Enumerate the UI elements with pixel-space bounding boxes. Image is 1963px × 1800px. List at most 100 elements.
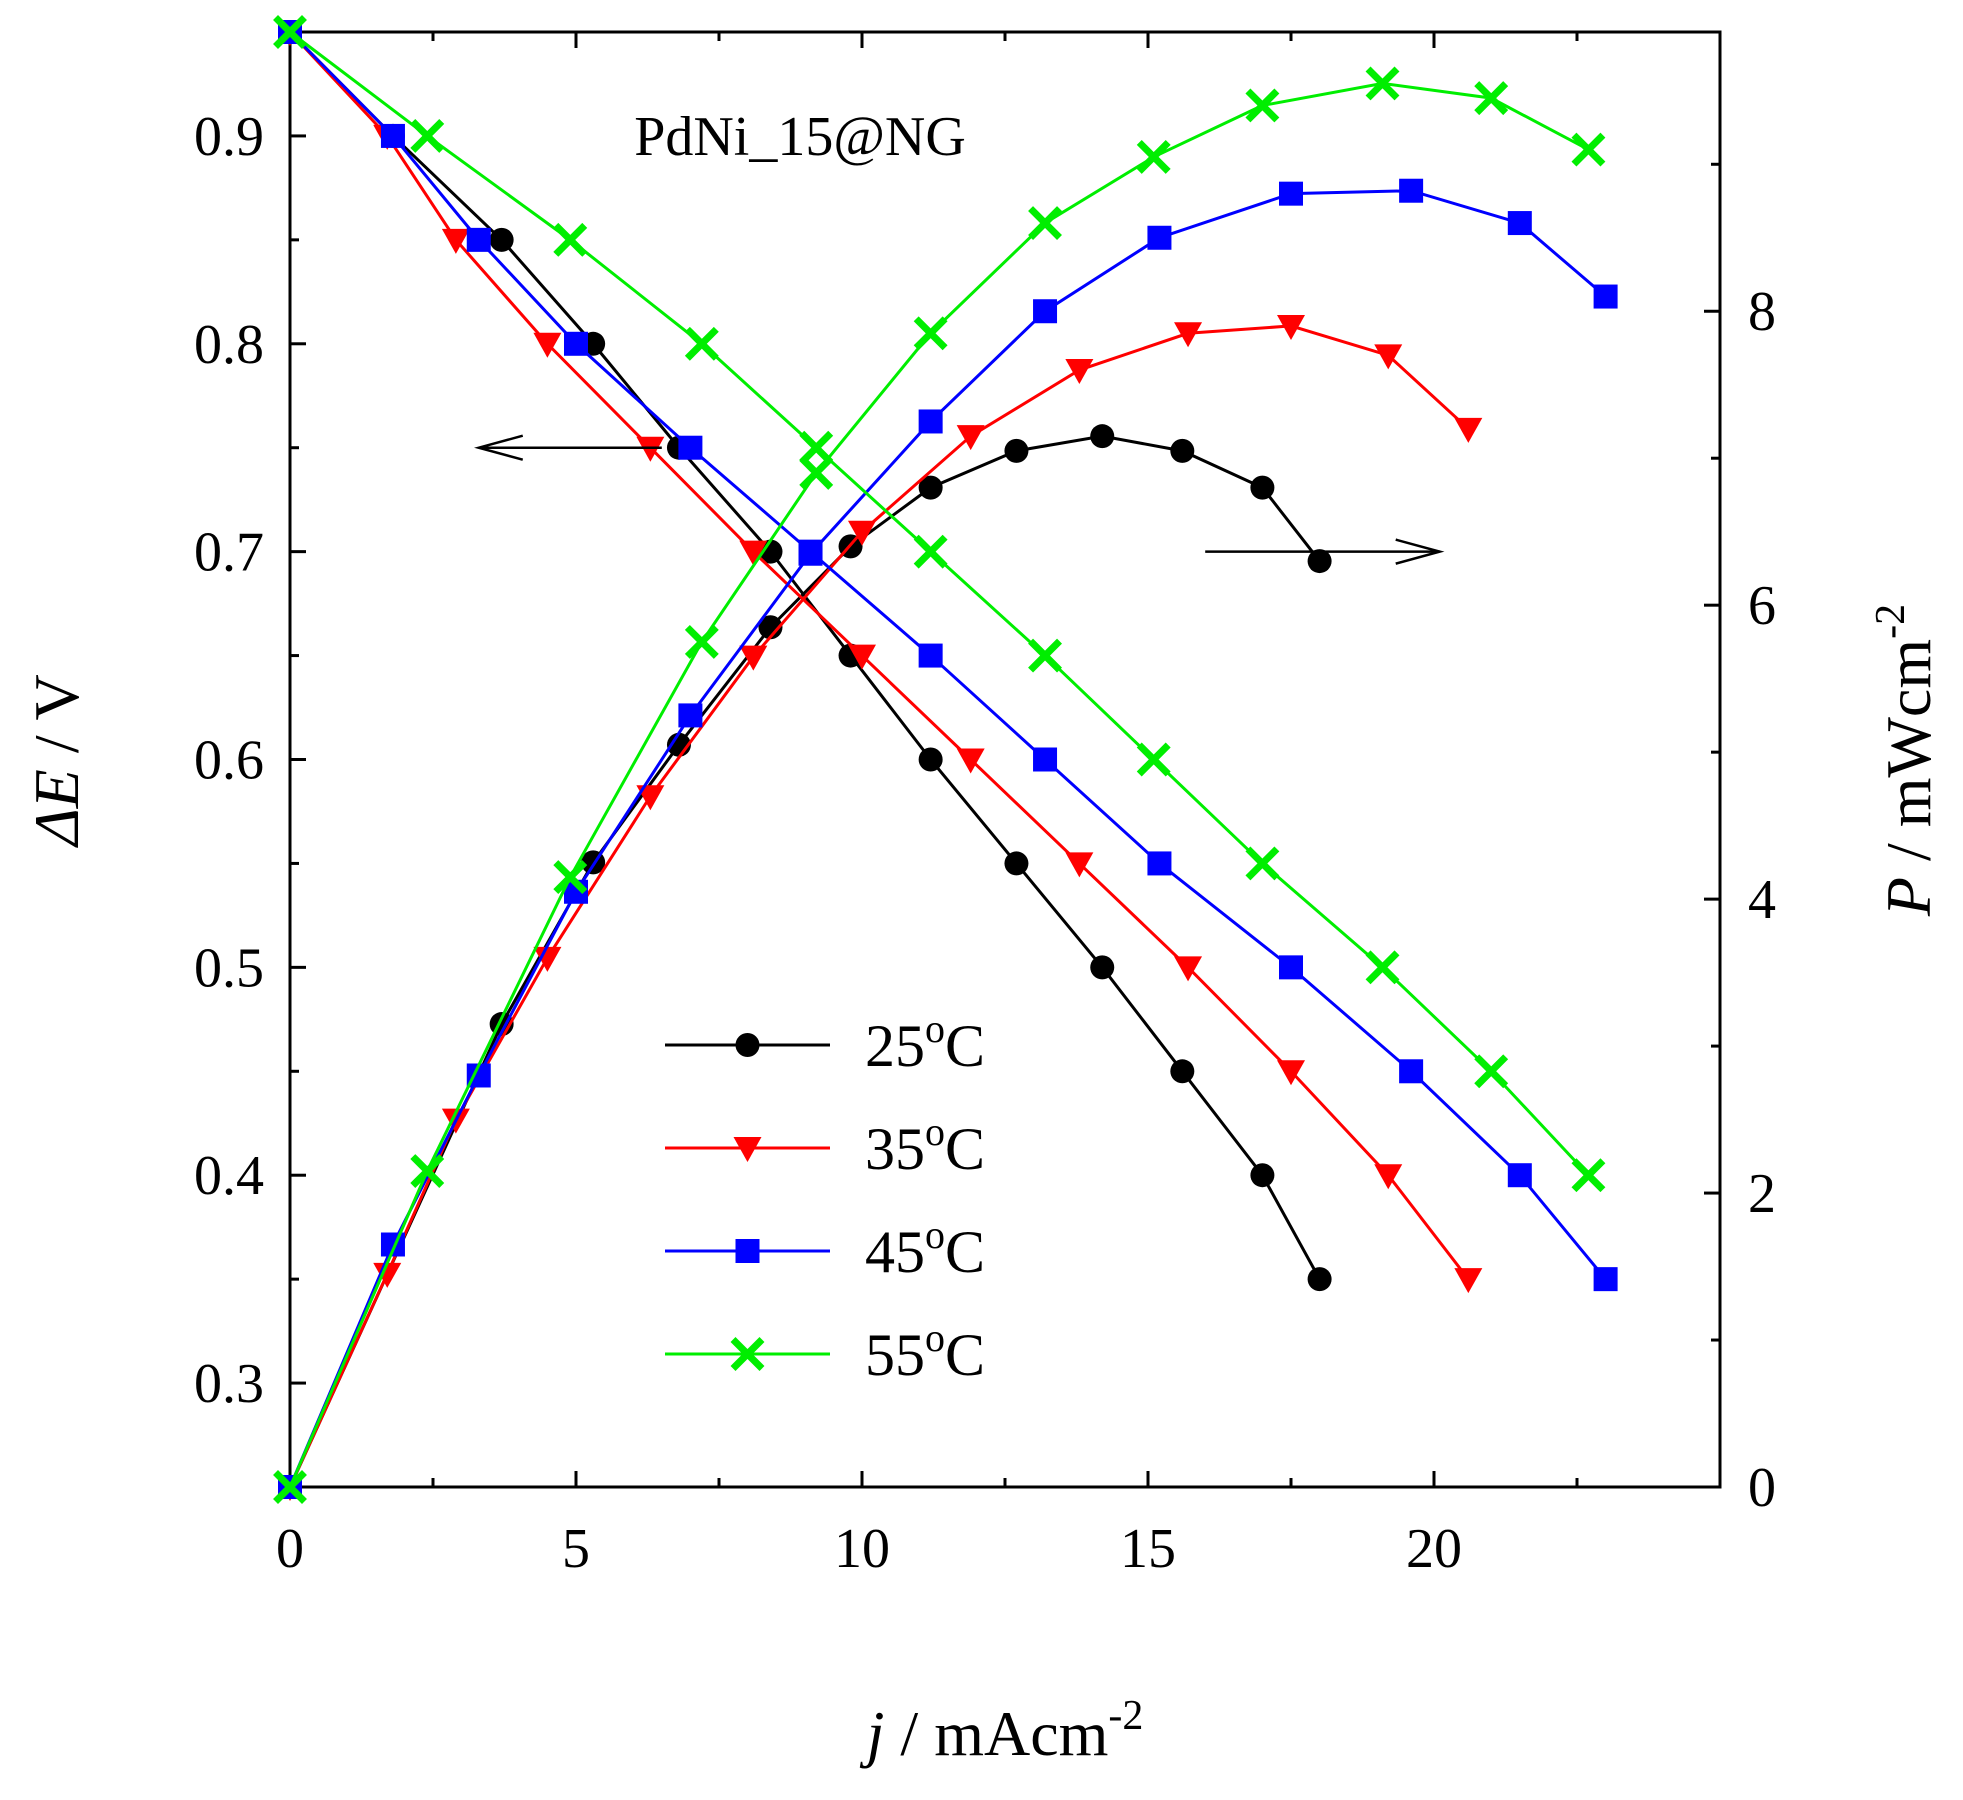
y-right-axis-title-sup: -2 xyxy=(1868,604,1914,639)
legend-degree: o xyxy=(925,1212,945,1257)
voltage-point-45C xyxy=(1147,851,1172,876)
legend-item-45C: 45oC xyxy=(665,1212,985,1285)
y-left-axis-title-text: / V xyxy=(21,674,92,769)
power-point-25C xyxy=(1004,438,1029,463)
power-point-55C xyxy=(913,316,948,351)
y-left-tick-label: 0.6 xyxy=(194,730,264,792)
power-point-55C xyxy=(1028,206,1062,241)
x-tick-label: 15 xyxy=(1120,1518,1176,1580)
x-tick-label: 0 xyxy=(276,1518,304,1580)
y-left-tick-label: 0.5 xyxy=(194,937,264,999)
voltage-point-55C xyxy=(1136,742,1171,777)
power-point-55C xyxy=(1136,139,1171,174)
voltage-point-55C xyxy=(1571,1158,1606,1193)
power-point-45C xyxy=(1279,181,1303,206)
series-layer xyxy=(273,15,1618,1504)
legend-item-25C: 25oC xyxy=(665,1006,985,1079)
legend-item-55C: 55oC xyxy=(665,1315,985,1388)
y-right-axis-title: P / mWcm-2 xyxy=(1868,604,1944,917)
legend-degree: o xyxy=(925,1006,945,1051)
legend-label: 25oC xyxy=(865,1006,985,1079)
power-line-35C xyxy=(288,324,1470,1488)
legend-degree: o xyxy=(925,1109,945,1154)
power-line-55C xyxy=(288,81,1590,1488)
y-left-tick-label: 0.8 xyxy=(194,314,264,376)
power-point-55C xyxy=(553,860,588,895)
voltage-point-35C xyxy=(1454,1268,1483,1294)
voltage-point-55C xyxy=(273,15,307,49)
voltage-point-55C xyxy=(799,430,834,465)
y-right-axis-title-text: / mWcm xyxy=(1873,639,1944,877)
power-point-25C xyxy=(1170,438,1195,463)
y-left-tick-label: 0.9 xyxy=(194,106,264,168)
x-tick-label: 5 xyxy=(562,1518,590,1580)
voltage-point-45C xyxy=(1507,1163,1532,1188)
voltage-point-35C xyxy=(1277,1060,1305,1086)
power-point-55C xyxy=(1474,81,1509,116)
left-axis-arrow xyxy=(474,434,662,461)
voltage-point-55C xyxy=(1245,846,1280,881)
voltage-point-45C xyxy=(564,331,588,356)
right-axis-arrow xyxy=(1205,538,1445,565)
x-axis-title-sup: -2 xyxy=(1108,1693,1143,1739)
voltage-point-35C xyxy=(848,644,876,670)
voltage-line-45C xyxy=(288,30,1607,1281)
voltage-point-25C xyxy=(489,227,514,252)
legend-label: 55oC xyxy=(865,1315,985,1388)
y-left-axis-title: ΔE / V xyxy=(21,674,92,849)
chart-title: PdNi_15@NG xyxy=(634,106,966,168)
legend-marker xyxy=(730,1337,765,1371)
voltage-point-35C xyxy=(636,436,665,462)
voltage-line-55C xyxy=(289,30,1590,1177)
voltage-point-55C xyxy=(913,534,948,569)
power-point-55C xyxy=(684,624,719,659)
legend-marker xyxy=(735,1033,760,1057)
power-point-35C xyxy=(1374,344,1403,370)
y-left-axis-ticks: 0.3 0.4 0.5 0.6 0.7 0.8 0.9 xyxy=(194,30,306,1415)
voltage-point-55C xyxy=(1028,638,1062,673)
y-right-axis-ticks: 0 2 4 6 8 xyxy=(1704,162,1776,1519)
voltage-point-35C xyxy=(1374,1164,1403,1190)
y-left-tick-label: 0.4 xyxy=(194,1145,264,1207)
voltage-point-35C xyxy=(533,332,562,358)
x-axis-title-italic: j xyxy=(860,1698,885,1769)
power-point-45C xyxy=(1507,211,1532,236)
voltage-line-25C xyxy=(288,30,1321,1280)
right-axis-arrow-head xyxy=(1395,538,1445,565)
power-point-35C xyxy=(533,946,562,972)
power-point-35C xyxy=(739,645,768,671)
y-right-tick-label: 0 xyxy=(1748,1457,1776,1519)
y-right-axis-title-italic: P xyxy=(1873,877,1944,917)
voltage-point-55C xyxy=(684,326,719,361)
voltage-point-45C xyxy=(1399,1059,1424,1084)
legend-unit: C xyxy=(945,1013,985,1079)
voltage-point-55C xyxy=(1474,1054,1509,1089)
voltage-point-35C xyxy=(956,748,985,774)
legend-temp: 55 xyxy=(865,1322,925,1388)
power-line-45C xyxy=(288,189,1607,1488)
power-point-35C xyxy=(848,520,876,546)
power-point-45C xyxy=(798,541,823,566)
voltage-point-25C xyxy=(1004,851,1029,876)
voltage-point-35C xyxy=(1065,852,1094,878)
voltage-point-25C xyxy=(918,747,943,772)
power-point-35C xyxy=(1454,417,1483,443)
legend-unit: C xyxy=(945,1322,985,1388)
power-point-55C xyxy=(273,1470,307,1504)
voltage-point-55C xyxy=(553,222,588,257)
y-right-tick-label: 2 xyxy=(1748,1163,1776,1225)
legend-item-35C: 35oC xyxy=(665,1109,985,1182)
series-45C xyxy=(278,20,1618,1499)
x-axis-title-text: / mAcm xyxy=(884,1698,1108,1769)
voltage-point-25C xyxy=(1250,1163,1275,1188)
legend-degree: o xyxy=(925,1315,945,1360)
series-55C xyxy=(273,15,1606,1504)
legend-label: 35oC xyxy=(865,1109,985,1182)
power-point-35C xyxy=(956,425,985,451)
voltage-point-45C xyxy=(1033,747,1058,772)
voltage-point-45C xyxy=(678,435,703,460)
voltage-point-25C xyxy=(1307,1267,1332,1292)
x-axis-ticks: 0 5 10 15 20 xyxy=(276,32,1579,1580)
voltage-point-35C xyxy=(739,540,768,566)
